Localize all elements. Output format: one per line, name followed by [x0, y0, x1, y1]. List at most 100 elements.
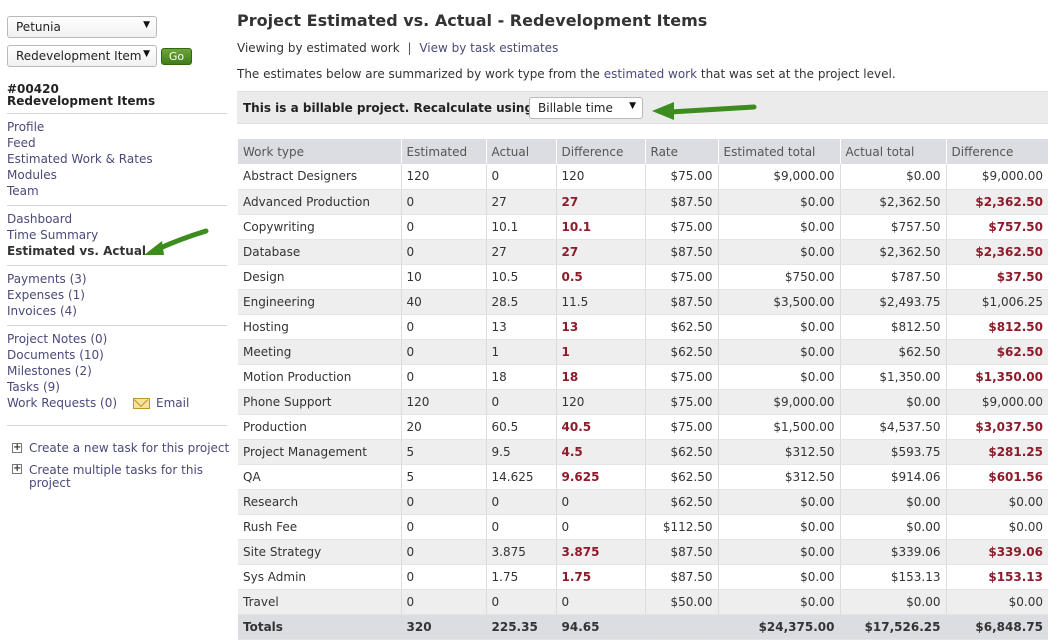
chevron-down-icon: ▼ [629, 101, 636, 111]
cell-rate: $75.00 [645, 364, 719, 390]
cell-estimated-total: $0.00 [718, 364, 841, 390]
cell-estimated-total: $0.00 [718, 239, 841, 265]
sidebar-divider [7, 425, 227, 426]
cell-work-type: Sys Admin [238, 564, 402, 590]
nav-item-estimated-work-rates[interactable]: Estimated Work & Rates [7, 152, 153, 166]
cell-work-type: Motion Production [238, 364, 402, 390]
nav-item-team[interactable]: Team [7, 184, 39, 198]
nav-item-expenses[interactable]: Expenses (1) [7, 288, 85, 302]
cell-difference-total: $1,006.25 [946, 289, 1048, 315]
column-header-rate[interactable]: Rate [645, 139, 719, 164]
cell-actual-total: $812.50 [840, 314, 947, 340]
nav-group-billing: Payments (3) Expenses (1) Invoices (4) [7, 271, 227, 319]
table-row: Site Strategy 0 3.875 3.875 $87.50 $0.00 $339.… [238, 539, 1048, 565]
cell-estimated: 20 [401, 414, 487, 440]
cell-actual: 27 [486, 189, 557, 215]
nav-item-payments[interactable]: Payments (3) [7, 272, 87, 286]
column-header-difference-total[interactable]: Difference [946, 139, 1048, 164]
cell-actual: 1 [486, 339, 557, 365]
cell-estimated: 0 [401, 589, 487, 615]
column-header-actual[interactable]: Actual [486, 139, 557, 164]
cell-work-type: Database [238, 239, 402, 265]
cell-difference-total: $0.00 [946, 514, 1048, 540]
totals-estimated: 320 [401, 614, 487, 640]
cell-difference: 11.5 [556, 289, 646, 315]
cell-rate: $87.50 [645, 564, 719, 590]
cell-estimated-total: $0.00 [718, 489, 841, 515]
email-link[interactable]: Email [156, 396, 190, 410]
item-select[interactable]: Redevelopment Item ▼ [7, 45, 157, 67]
view-by-task-link[interactable]: View by task estimates [419, 41, 559, 55]
cell-estimated: 40 [401, 289, 487, 315]
cell-difference: 120 [556, 164, 646, 190]
nav-item-estimated-vs-actual[interactable]: Estimated vs. Actual [7, 244, 147, 258]
cell-actual-total: $2,493.75 [840, 289, 947, 315]
nav-item-profile[interactable]: Profile [7, 120, 45, 134]
cell-actual-total: $757.50 [840, 214, 947, 240]
cell-difference-total: $2,362.50 [946, 189, 1048, 215]
sidebar-divider [7, 265, 227, 266]
cell-difference-total: $339.06 [946, 539, 1048, 565]
cell-estimated-total: $0.00 [718, 589, 841, 615]
column-header-actual-total[interactable]: Actual total [840, 139, 947, 164]
cell-actual: 60.5 [486, 414, 557, 440]
table-row: Meeting 0 1 1 $62.50 $0.00 $62.50 $62.50 [238, 339, 1048, 365]
nav-item-work-requests[interactable]: Work Requests (0) [7, 396, 118, 410]
cell-difference-total: $2,362.50 [946, 239, 1048, 265]
viewing-label: Viewing by estimated work [237, 41, 400, 55]
nav-item-tasks[interactable]: Tasks (9) [7, 380, 60, 394]
cell-estimated-total: $0.00 [718, 514, 841, 540]
nav-item-documents[interactable]: Documents (10) [7, 348, 104, 362]
column-header-estimated-total[interactable]: Estimated total [718, 139, 841, 164]
cell-estimated-total: $312.50 [718, 439, 841, 465]
cell-difference: 4.5 [556, 439, 646, 465]
go-button[interactable]: Go [161, 48, 192, 65]
summary-text: The estimates below are summarized by wo… [237, 67, 896, 81]
plus-box-icon[interactable]: + [12, 442, 22, 453]
cell-work-type: Meeting [238, 339, 402, 365]
summary-after: that was set at the project level. [697, 67, 896, 81]
cell-estimated-total: $9,000.00 [718, 389, 841, 415]
nav-item-dashboard[interactable]: Dashboard [7, 212, 73, 226]
green-arrow-icon [144, 228, 209, 255]
table-row: Advanced Production 0 27 27 $87.50 $0.00 $2,36… [238, 189, 1048, 215]
recalculate-select[interactable]: Billable time ▼ [529, 97, 643, 119]
table-row: Phone Support 120 0 120 $75.00 $9,000.00 $0.00… [238, 389, 1048, 415]
estimated-work-link[interactable]: estimated work [603, 67, 698, 81]
cell-estimated: 0 [401, 339, 487, 365]
plus-box-icon[interactable]: + [12, 463, 22, 474]
nav-group-reports: Dashboard Time Summary Estimated vs. Act… [7, 211, 227, 259]
project-number: #00420 [7, 82, 59, 96]
cell-rate: $62.50 [645, 489, 719, 515]
cell-estimated-total: $0.00 [718, 539, 841, 565]
column-header-estimated[interactable]: Estimated [401, 139, 487, 164]
nav-item-modules[interactable]: Modules [7, 168, 57, 182]
item-select-value: Redevelopment Item [16, 49, 142, 63]
nav-item-time-summary[interactable]: Time Summary [7, 228, 99, 242]
create-multiple-tasks-link[interactable]: Create multiple tasks for this project [29, 464, 203, 490]
cell-actual: 0 [486, 164, 557, 190]
nav-item-feed[interactable]: Feed [7, 136, 36, 150]
cell-actual-total: $153.13 [840, 564, 947, 590]
nav-item-project-notes[interactable]: Project Notes (0) [7, 332, 108, 346]
nav-item-invoices[interactable]: Invoices (4) [7, 304, 77, 318]
cell-actual: 28.5 [486, 289, 557, 315]
column-header-difference[interactable]: Difference [556, 139, 646, 164]
cell-estimated-total: $1,500.00 [718, 414, 841, 440]
chevron-down-icon: ▼ [143, 20, 150, 30]
cell-estimated-total: $0.00 [718, 314, 841, 340]
cell-rate: $62.50 [645, 464, 719, 490]
totals-label: Totals [238, 614, 402, 640]
nav-item-milestones[interactable]: Milestones (2) [7, 364, 92, 378]
create-task-link[interactable]: Create a new task for this project [29, 441, 230, 455]
cell-actual: 0 [486, 514, 557, 540]
cell-difference-total: $3,037.50 [946, 414, 1048, 440]
column-header-work-type[interactable]: Work type [238, 139, 402, 164]
cell-actual: 0 [486, 589, 557, 615]
cell-work-type: Phone Support [238, 389, 402, 415]
project-select[interactable]: Petunia ▼ [7, 16, 157, 38]
cell-rate: $87.50 [645, 289, 719, 315]
cell-work-type: Research [238, 489, 402, 515]
cell-work-type: Rush Fee [238, 514, 402, 540]
envelope-icon[interactable] [133, 398, 150, 409]
